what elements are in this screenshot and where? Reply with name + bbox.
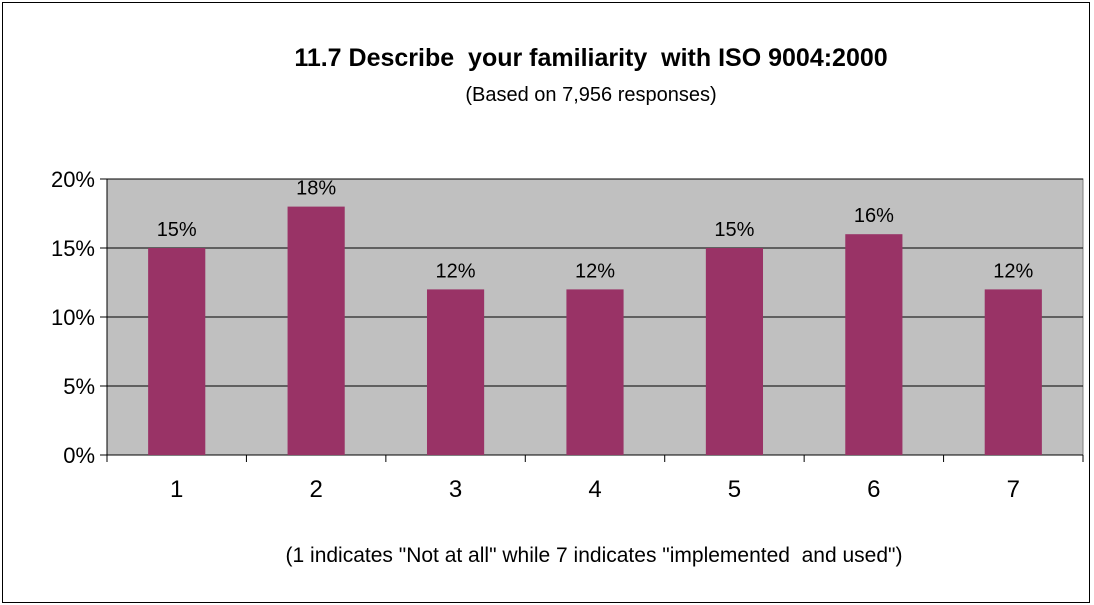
- x-tick-label: 4: [588, 476, 601, 503]
- x-tick-label: 2: [309, 476, 322, 503]
- y-tick-label: 15%: [51, 236, 95, 261]
- x-tick-label: 5: [728, 476, 741, 503]
- x-tick-label: 6: [867, 476, 880, 503]
- bar: [845, 234, 903, 455]
- data-label: 15%: [157, 219, 197, 241]
- chart-subtitle: (Based on 7,956 responses): [465, 84, 716, 106]
- data-label: 12%: [436, 260, 476, 282]
- bar: [705, 248, 764, 455]
- data-label: 16%: [854, 205, 894, 227]
- x-axis-label: (1 indicates "Not at all" while 7 indica…: [286, 544, 903, 567]
- data-label: 12%: [993, 260, 1033, 282]
- plot-area: 0% 5% 10% 15% 20% 15% 1 18% 2 12% 3 12% 4 15% 5 16% 6 12%…: [51, 167, 1084, 503]
- y-tick-label: 20%: [51, 167, 95, 192]
- bar-chart: 11.7 Describe your familiarity with ISO …: [51, 44, 1084, 567]
- x-tick-label: 3: [449, 476, 462, 503]
- data-label: 15%: [714, 219, 754, 241]
- bar: [426, 289, 485, 455]
- x-tick-label: 7: [1007, 476, 1020, 503]
- bar: [287, 206, 345, 455]
- y-tick-label: 0%: [63, 443, 95, 468]
- x-tick-label: 1: [170, 476, 183, 503]
- data-label: 12%: [575, 260, 615, 282]
- bar: [148, 248, 206, 455]
- y-tick-label: 5%: [63, 374, 95, 399]
- chart-title: 11.7 Describe your familiarity with ISO …: [294, 44, 887, 72]
- bar: [566, 289, 624, 455]
- bar: [984, 289, 1042, 455]
- y-tick-label: 10%: [51, 305, 95, 330]
- data-label: 18%: [296, 178, 336, 200]
